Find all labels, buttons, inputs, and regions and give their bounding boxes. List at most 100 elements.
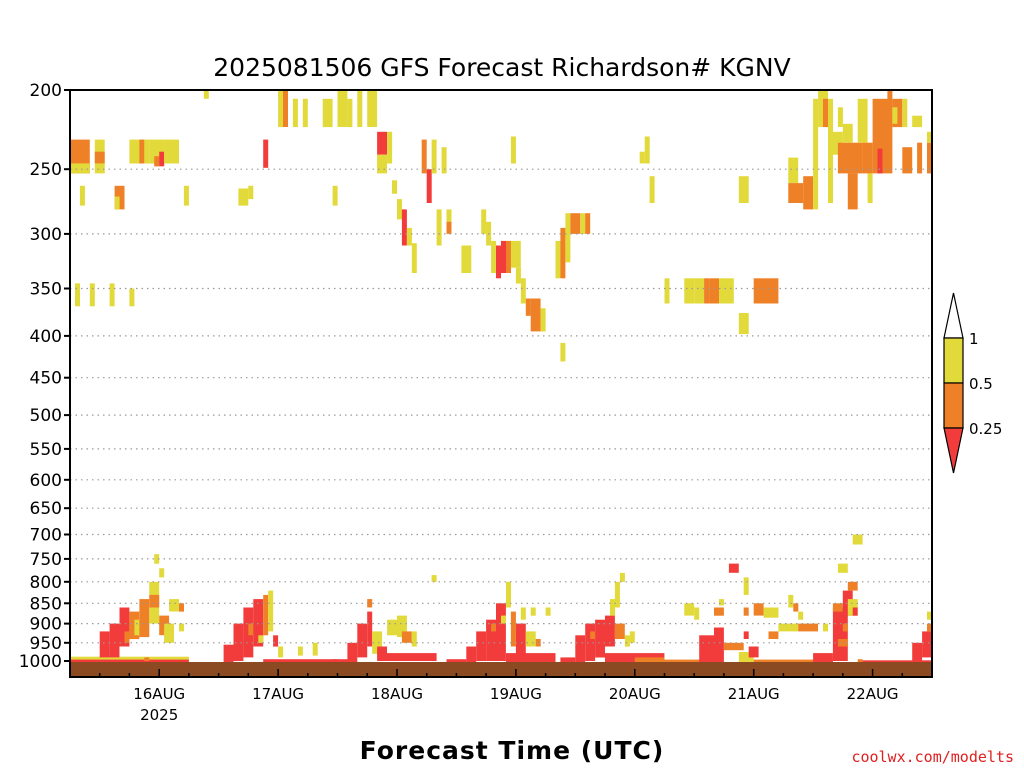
ri-cell [872, 98, 888, 174]
ri-cell [917, 142, 923, 174]
ri-cell [902, 147, 913, 174]
ri-cell [719, 599, 724, 606]
ri-cell [842, 590, 853, 616]
ri-cell [159, 568, 165, 578]
ri-cell [699, 635, 715, 663]
ri-cell [837, 142, 863, 174]
x-tick-label: 16AUG [133, 685, 185, 703]
ri-cell [684, 278, 695, 304]
ri-cell [520, 278, 526, 304]
ri-cell [525, 631, 536, 647]
ri-cell [506, 240, 511, 273]
ri-cell [847, 599, 858, 616]
ri-cell [476, 631, 487, 661]
ri-cell [619, 572, 625, 582]
y-tick-label: 650 [30, 499, 62, 519]
ri-cell [129, 288, 135, 307]
ri-cell [565, 213, 571, 263]
ri-cell [139, 139, 145, 164]
ri-cell [560, 657, 576, 666]
y-tick-label: 350 [30, 280, 62, 300]
ground-band [70, 662, 932, 677]
x-tick-label: 17AUG [252, 685, 304, 703]
ri-cell [788, 157, 799, 184]
ri-cell [119, 607, 130, 647]
ri-cell [347, 98, 353, 128]
ri-cell [89, 283, 95, 307]
ri-cell [753, 278, 769, 304]
ri-cell [253, 599, 264, 647]
ri-cell [877, 148, 883, 174]
ri-cell [590, 631, 596, 639]
data-cells [70, 90, 932, 666]
y-tick-label: 750 [30, 550, 62, 570]
ri-cell [297, 646, 303, 656]
ri-cell [94, 151, 105, 164]
ri-cell [292, 98, 298, 128]
ri-cell [302, 98, 308, 128]
x-tick-label: 20AUG [609, 685, 661, 703]
ri-cell [525, 298, 531, 316]
color-legend: 1 0.5 0.25 [943, 292, 1002, 474]
ri-cell [431, 139, 437, 174]
ri-cell [793, 603, 799, 612]
ri-cell [813, 98, 819, 210]
ri-cell [837, 563, 848, 573]
ri-cell [709, 278, 719, 304]
ri-cell [114, 196, 120, 210]
ri-cell [927, 623, 932, 632]
x-tick-label: 18AUG [371, 685, 423, 703]
ri-cell [832, 607, 848, 661]
y-tick-label: 550 [30, 440, 62, 460]
ri-cell [823, 623, 828, 632]
ri-cell [530, 298, 541, 332]
ri-cell [515, 267, 521, 284]
ri-cell [545, 607, 551, 616]
ri-cell [694, 607, 700, 620]
ri-cell [446, 209, 452, 234]
ri-cell [813, 653, 833, 663]
y-tick-label: 500 [30, 406, 62, 426]
ri-cell [842, 123, 853, 143]
ri-cell [154, 554, 160, 564]
ri-cell [397, 615, 407, 638]
ri-cell [486, 619, 496, 661]
ri-cell [847, 581, 858, 591]
ground-layer [70, 662, 932, 677]
ri-cell [496, 603, 506, 661]
ri-cell [149, 594, 160, 608]
ri-cell [377, 154, 387, 174]
ri-cell [664, 278, 670, 304]
ri-cell [714, 607, 724, 616]
x-tick-label: 22AUG [847, 685, 899, 703]
ri-cell [738, 176, 749, 203]
ri-cell [912, 115, 923, 128]
ri-cell [248, 185, 254, 200]
ri-cell [401, 209, 407, 246]
ri-cell [837, 107, 843, 127]
ri-cell [169, 599, 179, 612]
ri-cell [862, 142, 873, 174]
ri-cell [520, 607, 526, 620]
ri-cell [823, 98, 828, 128]
ri-cell [510, 611, 516, 647]
ri-cell [144, 139, 150, 164]
ri-cell [639, 151, 645, 164]
ri-cell [887, 90, 893, 174]
ri-cell [367, 599, 373, 608]
ri-cell [634, 657, 665, 663]
ri-cell [70, 656, 189, 660]
ri-cell [491, 623, 497, 632]
ri-cell [743, 577, 749, 595]
ri-cell [312, 642, 318, 656]
ri-cell [278, 90, 284, 127]
y-tick-label: 450 [30, 369, 62, 389]
legend-bottom-arrow [943, 427, 964, 474]
ri-cell [134, 619, 140, 636]
ri-cell [768, 278, 779, 304]
ri-cell [723, 642, 744, 651]
ri-cell [927, 611, 932, 620]
ri-cell [446, 221, 452, 234]
ri-cell [753, 603, 764, 616]
